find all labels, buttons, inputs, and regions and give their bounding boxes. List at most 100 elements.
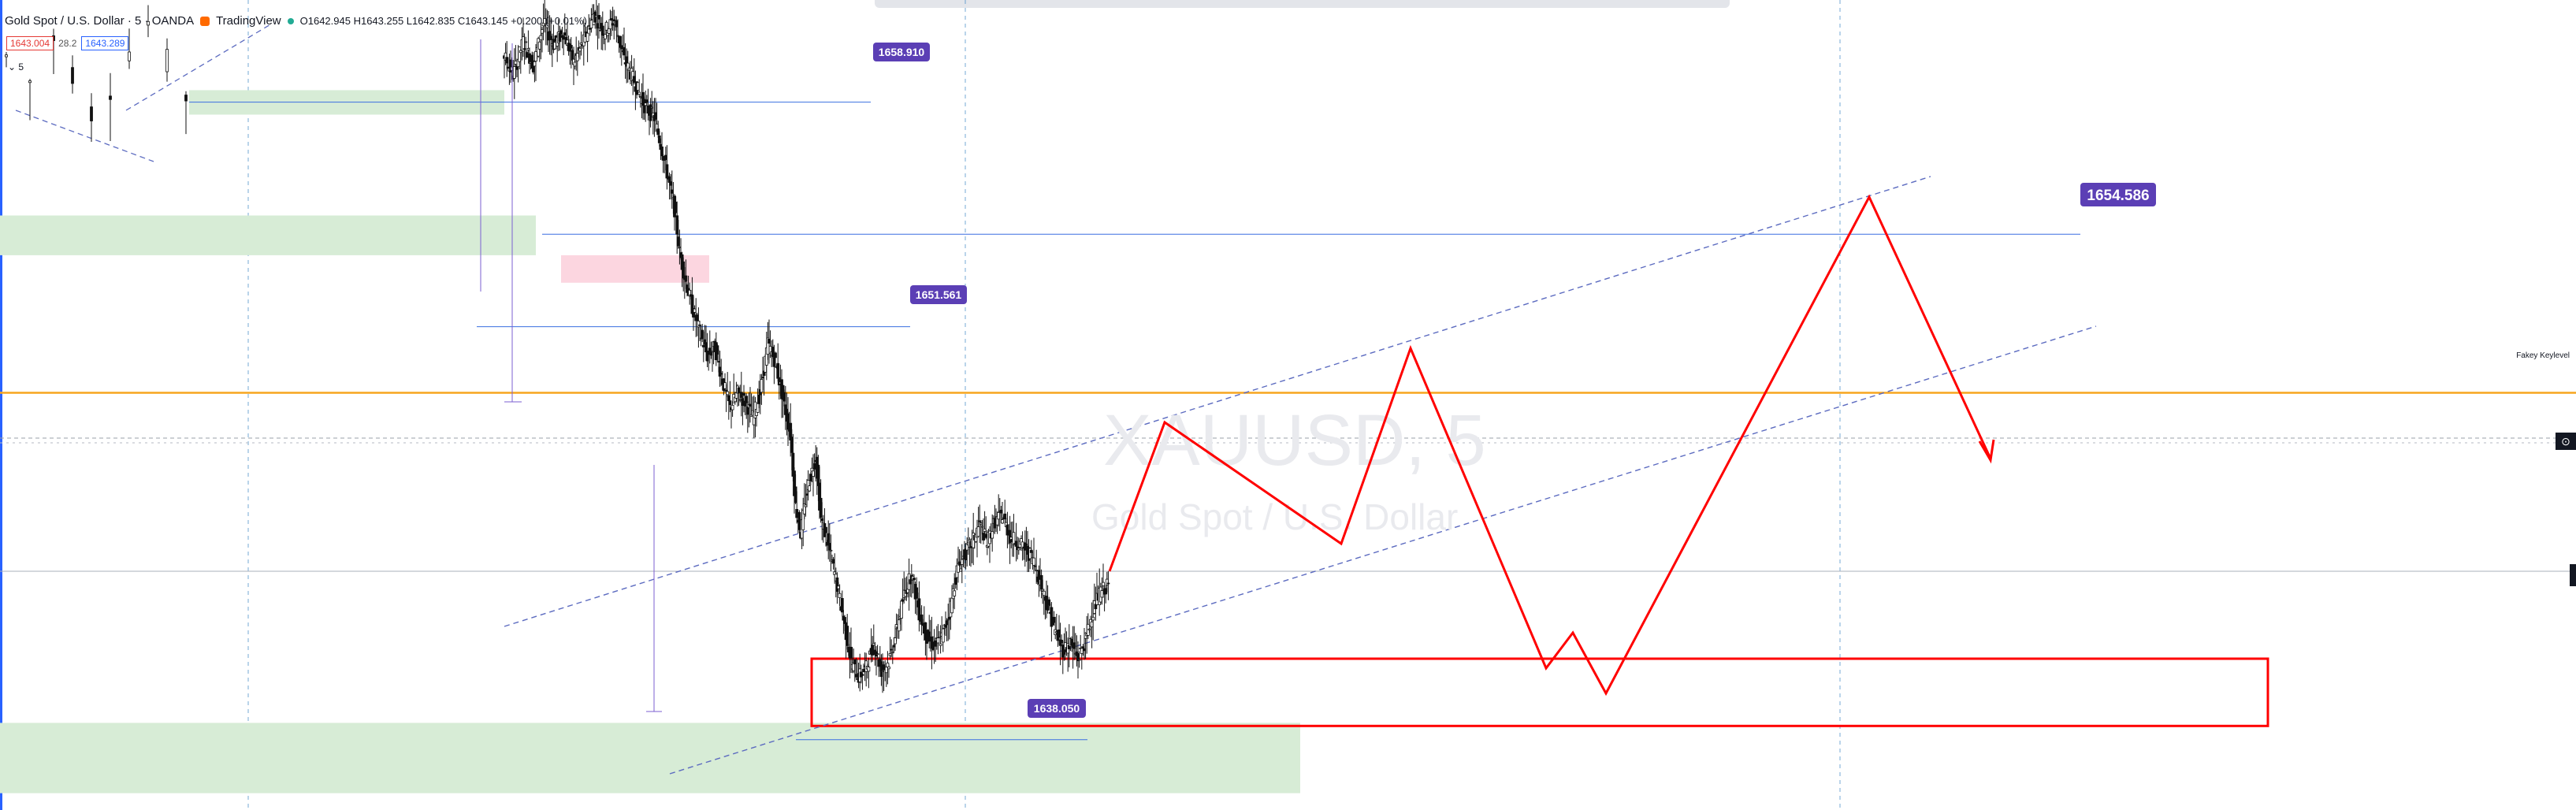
candle: [1046, 606, 1050, 611]
candle: [790, 437, 794, 453]
candle: [716, 345, 719, 355]
candle: [824, 526, 827, 533]
watermark-description: Gold Spot / U.S. Dollar: [1091, 496, 1458, 537]
candle: [645, 99, 649, 103]
candle: [737, 387, 741, 393]
candle: [795, 509, 799, 518]
candle: [1102, 581, 1105, 586]
candle: [537, 41, 541, 50]
candle: [726, 391, 730, 396]
candle: [657, 136, 661, 143]
candle: [1052, 617, 1056, 623]
candle: [829, 549, 833, 552]
candle: [846, 626, 849, 646]
candle: [890, 652, 894, 654]
price-label-text: 1658.910: [879, 46, 925, 58]
candle: [1081, 646, 1085, 649]
candle: [669, 181, 673, 186]
candles: [5, 0, 1110, 693]
candle: [1033, 565, 1037, 567]
candle: [979, 522, 983, 525]
candle: [913, 578, 916, 581]
candle: [867, 666, 871, 672]
zone-demand: [0, 723, 1300, 793]
collapse-toggle[interactable]: ⌄ 5: [8, 61, 24, 72]
candle: [950, 597, 953, 614]
candle: [644, 102, 648, 106]
candle: [665, 164, 669, 179]
candle: [812, 470, 815, 477]
spread-value: 28.2: [58, 38, 77, 49]
candle: [881, 671, 884, 672]
channel-lower: [669, 325, 2097, 775]
candle: [505, 57, 509, 64]
candle: [1014, 541, 1018, 547]
candle: [901, 599, 905, 602]
candle: [514, 60, 518, 65]
candle: [563, 32, 567, 35]
candle: [768, 339, 771, 344]
candle: [524, 41, 528, 43]
candle: [838, 593, 842, 599]
candle: [705, 351, 709, 362]
candle: [1032, 557, 1035, 566]
candle: [1058, 629, 1061, 638]
symbol-title[interactable]: Gold Spot / U.S. Dollar · 5 · OANDA: [5, 14, 195, 28]
candle: [947, 616, 951, 620]
price-label: [2080, 183, 2156, 206]
candle: [541, 29, 544, 34]
candle: [660, 146, 664, 157]
candle: [522, 48, 526, 50]
candle: [518, 46, 522, 62]
target-box: [810, 657, 2269, 727]
candle: [872, 643, 875, 646]
candle: [1012, 532, 1016, 545]
candle: [719, 373, 723, 375]
candle: [939, 643, 942, 646]
candle: [756, 403, 760, 413]
candle: [761, 377, 764, 379]
candle: [984, 533, 988, 538]
candle: [739, 392, 743, 398]
candle: [674, 202, 678, 214]
candle: [1001, 519, 1004, 524]
candle: [587, 25, 591, 28]
candle: [999, 509, 1003, 514]
candle: [741, 398, 745, 407]
chart-header: Gold Spot / U.S. Dollar · 5 · OANDA Trad…: [5, 14, 587, 28]
candle: [805, 493, 808, 496]
candle: [1072, 642, 1076, 649]
projection-path: [1108, 194, 1995, 697]
candle: [897, 619, 901, 632]
candle: [559, 30, 563, 35]
candle: [890, 648, 894, 651]
candle: [558, 32, 562, 43]
candle: [920, 614, 924, 625]
candle: [730, 404, 734, 411]
buy-button[interactable]: 1643.289: [81, 36, 129, 50]
candle: [704, 342, 708, 353]
candle: [941, 628, 945, 643]
candle: [978, 520, 982, 522]
sell-button[interactable]: 1643.004: [6, 36, 54, 50]
drawing-toolbar[interactable]: [875, 0, 1730, 8]
candle: [585, 32, 589, 42]
candle: [654, 112, 657, 120]
candle: [827, 533, 831, 544]
candle: [886, 662, 890, 667]
candle: [571, 50, 574, 61]
candle: [771, 347, 775, 358]
candle: [853, 659, 857, 665]
candle: [819, 497, 823, 518]
candle: [993, 518, 997, 529]
candle: [607, 28, 611, 34]
candle: [1047, 599, 1051, 606]
candle: [976, 526, 980, 537]
camera-icon[interactable]: ⊙: [2556, 433, 2576, 450]
candle: [997, 512, 1001, 520]
candle: [917, 598, 921, 621]
candle: [128, 51, 131, 61]
price-label: [873, 43, 930, 61]
candle: [637, 91, 641, 95]
